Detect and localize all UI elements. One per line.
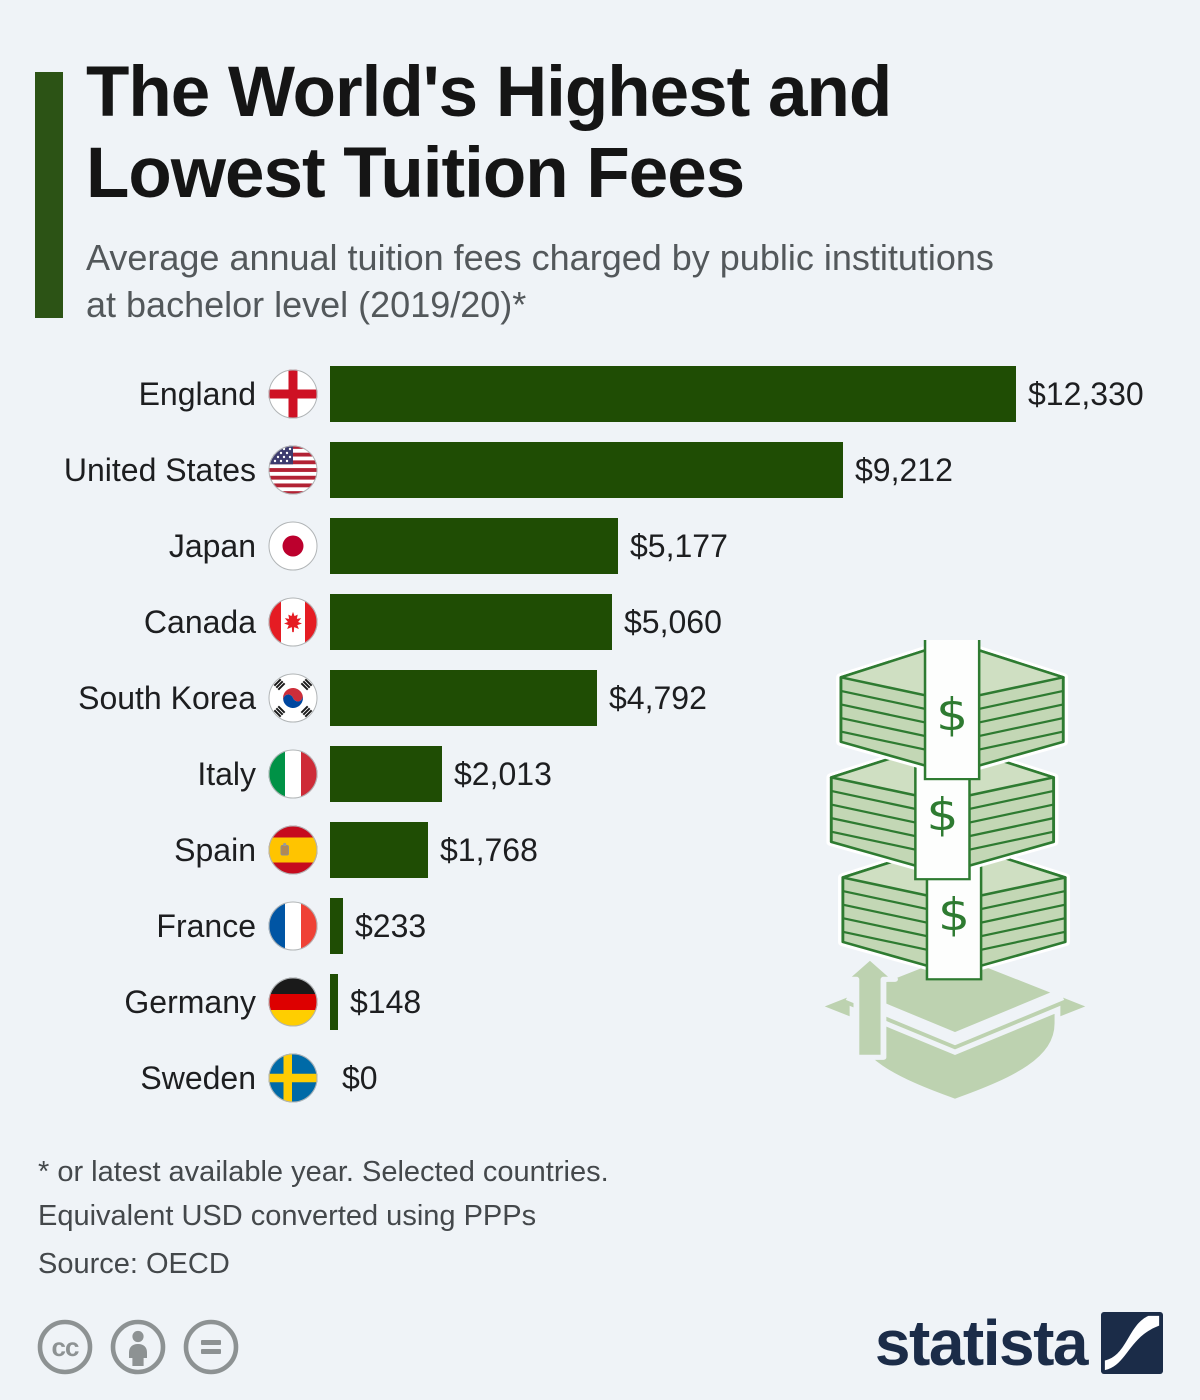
svg-text:cc: cc [52,1332,79,1362]
france-flag-icon [268,901,318,951]
page-subtitle: Average annual tuition fees charged by p… [86,234,1166,328]
cc-by-person-icon[interactable] [109,1318,167,1376]
value-label: $2,013 [454,755,552,792]
value-label: $5,060 [624,603,722,640]
south-korea-flag-icon [268,673,318,723]
country-label: Canada [143,603,256,640]
canada-flag-icon [268,597,318,647]
value-label: $1,768 [440,831,538,868]
license-icons: cc [36,1318,240,1376]
country-label: United States [63,451,256,488]
bar-row-spain: Spain $1,768 [0,812,1200,888]
bar-south-korea [330,670,597,726]
bar-row-england: England $12,330 [0,356,1200,432]
bar-spain [330,822,428,878]
page-title: The World's Highest and Lowest Tuition F… [86,52,1146,214]
spain-flag-icon [268,825,318,875]
statista-logo[interactable]: statista [874,1307,1163,1379]
value-label: $12,330 [1028,375,1144,412]
value-label: $0 [342,1059,378,1096]
bar-row-germany: Germany $148 [0,964,1200,1040]
country-label: Germany [124,983,256,1020]
bar-row-france: France $233 [0,888,1200,964]
bar-united-states [330,442,843,498]
bar-france [330,898,343,954]
italy-flag-icon [268,749,318,799]
subtitle-line-2: at bachelor level (2019/20)* [86,284,527,325]
cc-icon[interactable]: cc [36,1318,94,1376]
bar-row-japan: Japan $5,177 [0,508,1200,584]
footnote-line-2: Equivalent USD converted using PPPs [38,1200,537,1232]
bar-row-canada: Canada $5,060 [0,584,1200,660]
money-stacks-graduation-cap-illustration: $ [814,640,1096,1105]
country-label: Spain [174,831,256,868]
cc-nd-equals-icon[interactable] [182,1318,240,1376]
subtitle-line-1: Average annual tuition fees charged by p… [86,237,994,278]
country-label: Sweden [140,1059,256,1096]
japan-flag-icon [268,521,318,571]
germany-flag-icon [268,977,318,1027]
value-label: $9,212 [855,451,953,488]
country-label: France [156,907,256,944]
bar-japan [330,518,618,574]
value-label: $5,177 [630,527,728,564]
value-label: $4,792 [609,679,707,716]
title-accent-bar [35,72,63,318]
bar-italy [330,746,442,802]
england-flag-icon [268,369,318,419]
footnote-line-1: * or latest available year. Selected cou… [38,1156,609,1188]
bar-row-sweden: Sweden $0 [0,1040,1200,1116]
country-label: South Korea [78,679,256,716]
statista-logo-mark-icon [1101,1312,1163,1374]
value-label: $233 [355,907,427,944]
bar-england [330,366,1016,422]
tuition-bar-chart: England $12,330 United States [0,356,1200,1116]
title-line-2: Lowest Tuition Fees [86,134,745,213]
bar-canada [330,594,612,650]
footnotes: * or latest available year. Selected cou… [38,1150,798,1286]
title-line-1: The World's Highest and [86,53,892,132]
sweden-flag-icon [268,1053,318,1103]
bar-germany [330,974,338,1030]
united-states-flag-icon [268,445,318,495]
source-label: Source: OECD [38,1248,230,1280]
value-label: $148 [350,983,422,1020]
graduation-cap-shape [814,949,1096,1105]
bar-row-italy: Italy $2,013 [0,736,1200,812]
country-label: Japan [168,527,256,564]
bar-row-south-korea: South Korea [0,660,1200,736]
country-label: England [138,375,256,412]
country-label: Italy [197,755,256,792]
statista-wordmark: statista [874,1307,1089,1379]
bar-row-united-states: United States [0,432,1200,508]
